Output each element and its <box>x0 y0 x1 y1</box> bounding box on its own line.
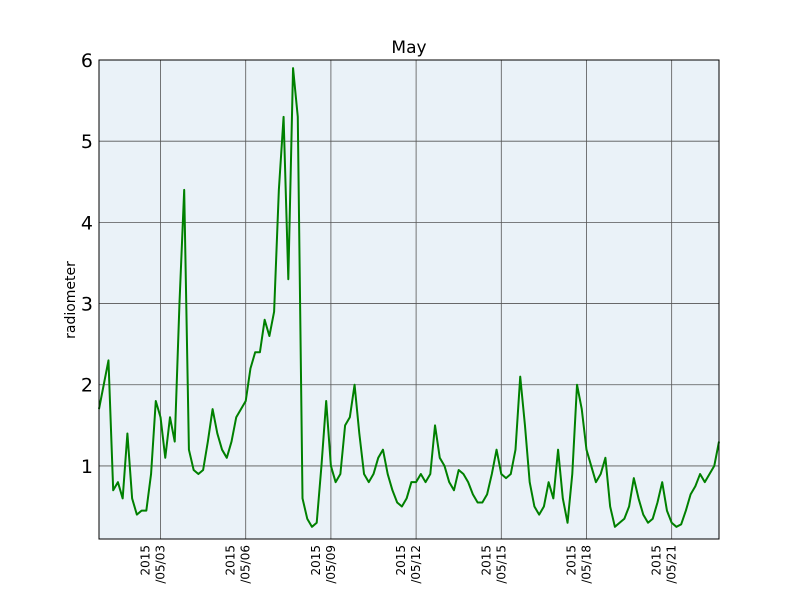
plot-background <box>99 60 719 539</box>
y-tick-label: 2 <box>81 375 93 397</box>
x-tick-label: 2015/05/03 <box>139 545 168 584</box>
y-axis-label: radiometer <box>63 261 79 339</box>
chart-title: May <box>391 38 426 58</box>
x-tick-label: 2015/05/06 <box>224 545 253 584</box>
data-line <box>98 67 720 528</box>
x-tick-label: 2015/05/12 <box>394 545 423 584</box>
plot-frame <box>98 59 720 540</box>
y-tick-label: 5 <box>81 131 93 153</box>
x-tick-label: 2015/05/09 <box>309 545 338 584</box>
y-tick-label: 1 <box>81 456 93 478</box>
y-tick-label: 3 <box>81 294 93 316</box>
x-tick-label: 2015/05/21 <box>650 545 679 584</box>
x-tick-label: 2015/05/15 <box>479 545 508 584</box>
y-tick-label: 6 <box>81 50 93 72</box>
y-tick-label: 4 <box>81 212 93 234</box>
x-tick-label: 2015/05/18 <box>564 545 593 584</box>
